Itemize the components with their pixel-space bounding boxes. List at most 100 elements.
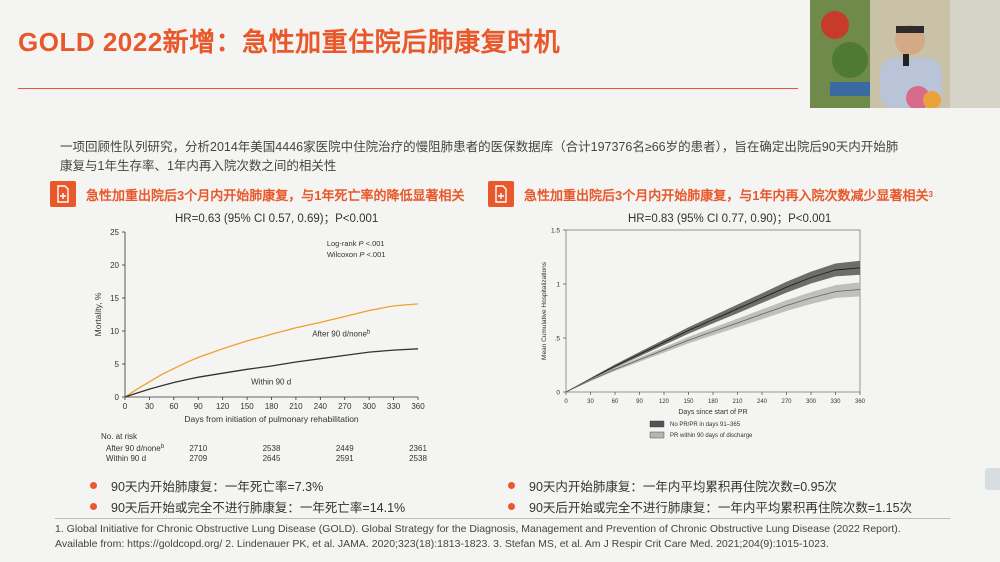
after-90d-label: After 90 d/noneb <box>312 329 371 338</box>
risk-value: 2709 <box>189 454 207 463</box>
legend-label: PR within 90 days of discharge <box>670 433 753 439</box>
risk-row-label: Within 90 d <box>106 454 146 463</box>
presenter-video-frame <box>810 0 1000 108</box>
right-bullets: 90天内开始肺康复：一年内平均累积再住院次数=0.95次 90天后开始或完全不进… <box>508 475 912 517</box>
x-axis-label: Days from initiation of pulmonary rehabi… <box>184 414 359 424</box>
x-tick-label: 360 <box>411 402 425 411</box>
risk-row-label: After 90 d/noneb <box>106 444 165 453</box>
x-tick-label: 210 <box>289 402 303 411</box>
risk-value: 2710 <box>189 444 207 453</box>
x-tick-label: 30 <box>587 399 594 405</box>
references-line-2: Available from: https://goldcopd.org/ 2.… <box>55 538 829 550</box>
y-tick-label: 25 <box>110 228 119 237</box>
risk-value: 2538 <box>409 454 427 463</box>
x-tick-label: 360 <box>855 399 866 405</box>
legend-label: No PR/PR in days 91–365 <box>670 422 741 428</box>
left-bullet-2-text: 90天后开始或完全不进行肺康复：一年死亡率=14.1% <box>111 501 406 515</box>
references-line-1: 1. Global Initiative for Chronic Obstruc… <box>55 523 901 535</box>
page-title: GOLD 2022新增：急性加重住院后肺康复时机 <box>18 27 561 57</box>
significance-annotation: Log-rank P <.001 <box>327 239 385 248</box>
presenter-video[interactable] <box>810 0 1000 108</box>
right-bullet-1: 90天内开始肺康复：一年内平均累积再住院次数=0.95次 <box>508 475 912 496</box>
y-tick-label: .5 <box>555 336 561 343</box>
y-tick-label: 10 <box>110 327 119 336</box>
after-90d-line <box>124 303 419 398</box>
risk-value: 2645 <box>263 454 281 463</box>
footnote-divider <box>55 518 950 519</box>
left-hazard-ratio: HR=0.63 (95% CI 0.57, 0.69)；P<0.001 <box>175 213 379 225</box>
x-tick-label: 30 <box>145 402 154 411</box>
left-bullet-1-text: 90天内开始肺康复：一年死亡率=7.3% <box>111 480 324 494</box>
risk-value: 2538 <box>263 444 281 453</box>
significance-annotation: Wilcoxon P <.001 <box>327 250 386 259</box>
left-panel-heading: 急性加重出院后3个月内开始肺康复，与1年死亡率的降低显著相关 <box>50 180 464 208</box>
no-pr-series-line <box>565 267 861 393</box>
x-tick-label: 300 <box>362 402 376 411</box>
pr-within-90d-series-line <box>565 288 861 393</box>
y-axis-label: Mortality, % <box>93 292 103 336</box>
left-bullets: 90天内开始肺康复：一年死亡率=7.3% 90天后开始或完全不进行肺康复：一年死… <box>90 475 405 517</box>
x-tick-label: 0 <box>123 402 128 411</box>
document-plus-icon <box>50 181 76 207</box>
within-90d-line <box>124 348 419 398</box>
bullet-dot <box>90 482 97 489</box>
right-bullet-1-text: 90天内开始肺康复：一年内平均累积再住院次数=0.95次 <box>529 480 838 494</box>
x-tick-label: 60 <box>169 402 178 411</box>
x-tick-label: 240 <box>314 402 328 411</box>
left-bullet-1: 90天内开始肺康复：一年死亡率=7.3% <box>90 475 405 496</box>
risk-value: 2449 <box>336 444 354 453</box>
y-tick-label: 0 <box>556 390 560 397</box>
side-toolbar-tab[interactable] <box>985 468 1000 490</box>
x-tick-label: 0 <box>564 399 568 405</box>
x-tick-label: 90 <box>636 399 643 405</box>
x-tick-label: 330 <box>830 399 841 405</box>
y-tick-label: 20 <box>110 261 119 270</box>
right-panel-heading-text: 急性加重出院后3个月内开始肺康复，与1年内再入院次数减少显著相关 <box>524 187 929 203</box>
study-description-line-2: 康复与1年生存率、1年内再入院次数之间的相关性 <box>60 159 337 173</box>
x-tick-label: 120 <box>659 399 670 405</box>
y-tick-label: 15 <box>110 294 119 303</box>
x-tick-label: 60 <box>612 399 619 405</box>
mortality-chart: 0 5 10 15 20 25 0 30 60 90 120 150 180 210 240 270 300 33… <box>93 228 427 463</box>
y-tick-label: 1 <box>556 282 560 289</box>
bullet-dot <box>508 482 515 489</box>
legend-swatch <box>649 431 665 439</box>
y-tick-label: 1.5 <box>551 228 560 235</box>
risk-value: 2591 <box>336 454 354 463</box>
x-tick-label: 180 <box>708 399 719 405</box>
x-tick-label: 300 <box>806 399 817 405</box>
study-description-line-1: 一项回顾性队列研究，分析2014年美国4446家医院中住院治疗的慢阻肺患者的医保… <box>60 140 899 154</box>
y-tick-label: 5 <box>115 360 120 369</box>
title-divider <box>18 88 798 89</box>
risk-value: 2361 <box>409 444 427 453</box>
hospitalization-chart: 0 .5 1 1.5 0 30 60 90 120 150 180 210 240 270 300 330 36… <box>541 228 866 440</box>
y-axis-label: Mean Cumulative Hospitalizations <box>541 261 548 360</box>
right-bullet-2: 90天后开始或完全不进行肺康复：一年内平均累积再住院次数=1.15次 <box>508 496 912 517</box>
right-panel-heading-sup: 3 <box>928 189 933 199</box>
x-tick-label: 120 <box>216 402 230 411</box>
x-tick-label: 150 <box>240 402 254 411</box>
bullet-dot <box>90 503 97 510</box>
x-tick-label: 150 <box>683 399 694 405</box>
right-hazard-ratio: HR=0.83 (95% CI 0.77, 0.90)；P<0.001 <box>628 213 832 225</box>
risk-table-header: No. at risk <box>101 432 138 441</box>
x-tick-label: 330 <box>387 402 401 411</box>
x-tick-label: 270 <box>781 399 792 405</box>
x-tick-label: 90 <box>194 402 203 411</box>
references: 1. Global Initiative for Chronic Obstruc… <box>55 522 955 552</box>
y-tick-label: 0 <box>115 393 120 402</box>
legend-swatch <box>649 420 665 428</box>
pr-within-90d-series-ci-band <box>566 282 860 392</box>
within-90d-label: Within 90 d <box>251 378 291 387</box>
left-bullet-2: 90天后开始或完全不进行肺康复：一年死亡率=14.1% <box>90 496 405 517</box>
x-axis-label: Days since start of PR <box>678 409 747 416</box>
right-panel-heading: 急性加重出院后3个月内开始肺康复，与1年内再入院次数减少显著相关 3 <box>488 180 933 208</box>
no-pr-series-ci-band <box>566 260 860 392</box>
x-tick-label: 210 <box>732 399 743 405</box>
study-description: 一项回顾性队列研究，分析2014年美国4446家医院中住院治疗的慢阻肺患者的医保… <box>60 138 930 176</box>
x-tick-label: 240 <box>757 399 768 405</box>
left-panel-heading-text: 急性加重出院后3个月内开始肺康复，与1年死亡率的降低显著相关 <box>86 187 465 203</box>
right-bullet-2-text: 90天后开始或完全不进行肺康复：一年内平均累积再住院次数=1.15次 <box>529 501 913 515</box>
x-tick-label: 270 <box>338 402 352 411</box>
x-tick-label: 180 <box>265 402 279 411</box>
